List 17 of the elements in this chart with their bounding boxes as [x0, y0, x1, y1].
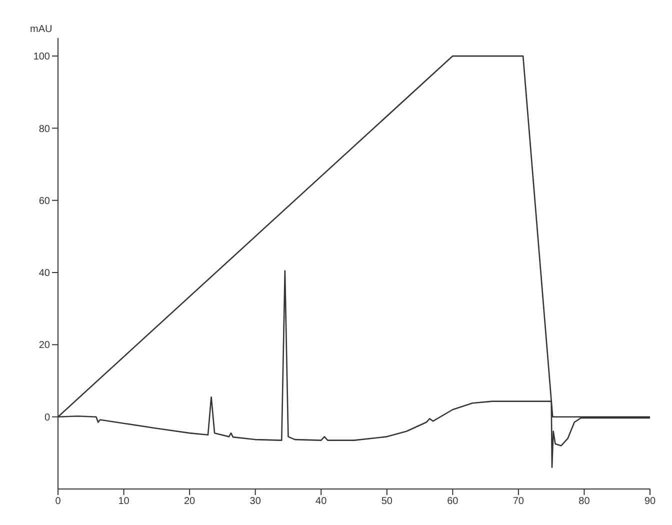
y-tick-label: 80 — [38, 124, 50, 135]
x-tick-label: 10 — [118, 496, 130, 508]
y-tick-label: 20 — [38, 340, 50, 352]
x-tick-label: 30 — [250, 496, 262, 508]
y-tick-label: 60 — [38, 196, 50, 207]
y-tick-label: 0 — [44, 412, 50, 424]
x-tick-label: 90 — [644, 496, 656, 508]
x-tick-label: 50 — [381, 496, 393, 508]
x-tick-label: 70 — [512, 496, 524, 508]
y-tick-label: 40 — [38, 268, 50, 280]
y-tick-label: 100 — [33, 52, 50, 63]
x-tick-label: 60 — [447, 496, 459, 508]
x-tick-label: 80 — [578, 496, 590, 508]
x-tick-label: 20 — [184, 496, 196, 508]
x-tick-label: 0 — [55, 496, 62, 508]
x-tick-label: 40 — [316, 496, 328, 508]
y-axis-title: mAU — [30, 24, 52, 35]
